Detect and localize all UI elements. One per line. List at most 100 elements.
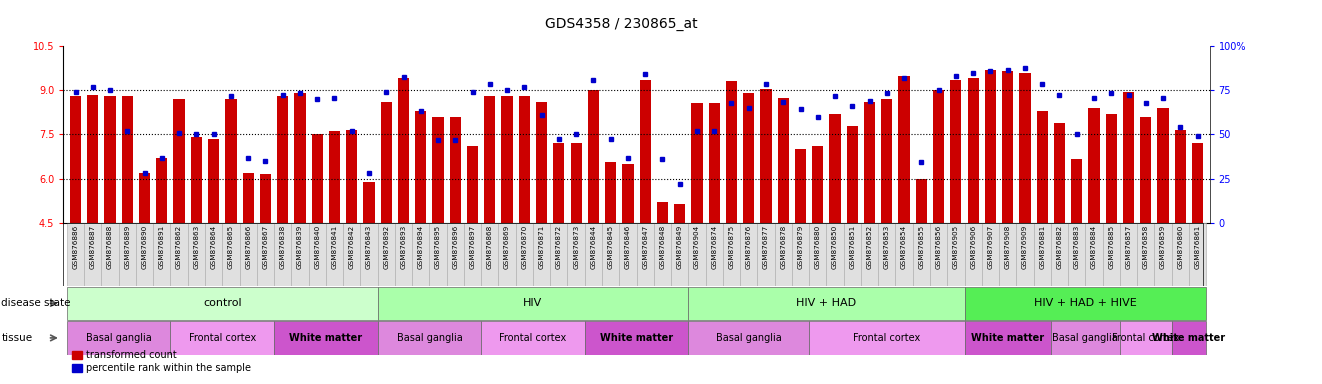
Text: GSM876868: GSM876868 xyxy=(486,225,493,269)
Bar xyxy=(412,223,430,286)
Bar xyxy=(654,223,672,286)
Bar xyxy=(550,223,567,286)
Text: GSM876895: GSM876895 xyxy=(435,225,442,269)
Bar xyxy=(948,223,965,286)
Text: GSM876874: GSM876874 xyxy=(711,225,718,269)
Text: HIV + HAD + HIVE: HIV + HAD + HIVE xyxy=(1034,298,1137,308)
Bar xyxy=(1017,223,1034,286)
Text: GSM876871: GSM876871 xyxy=(538,225,545,269)
Bar xyxy=(723,223,740,286)
Text: GSM876908: GSM876908 xyxy=(1005,225,1010,269)
Text: White matter: White matter xyxy=(972,333,1044,343)
Bar xyxy=(672,223,689,286)
Bar xyxy=(1171,321,1206,354)
Bar xyxy=(584,223,602,286)
Text: GSM876883: GSM876883 xyxy=(1073,225,1080,269)
Text: GSM876894: GSM876894 xyxy=(418,225,424,269)
Bar xyxy=(190,137,202,223)
Bar xyxy=(982,223,999,286)
Text: GSM876853: GSM876853 xyxy=(884,225,890,269)
Bar xyxy=(553,143,564,223)
Text: GSM876840: GSM876840 xyxy=(315,225,320,269)
Bar xyxy=(795,149,806,223)
Text: GSM876905: GSM876905 xyxy=(953,225,958,269)
Text: Basal ganglia: Basal ganglia xyxy=(86,333,152,343)
Text: control: control xyxy=(204,298,242,308)
Bar xyxy=(619,223,637,286)
Bar xyxy=(225,99,237,223)
Bar xyxy=(242,173,254,223)
Text: GSM876872: GSM876872 xyxy=(555,225,562,269)
Bar xyxy=(171,321,274,354)
Bar xyxy=(67,321,171,354)
Bar xyxy=(584,321,689,354)
Bar xyxy=(726,81,738,223)
Text: White matter: White matter xyxy=(290,333,362,343)
Bar xyxy=(882,99,892,223)
Bar xyxy=(1158,108,1169,223)
Bar xyxy=(1120,223,1137,286)
Bar xyxy=(1122,92,1134,223)
Text: GSM876841: GSM876841 xyxy=(332,225,337,269)
Bar xyxy=(740,223,758,286)
Bar xyxy=(205,223,222,286)
Bar xyxy=(640,80,650,223)
Text: GSM876849: GSM876849 xyxy=(677,225,682,269)
Bar xyxy=(171,223,188,286)
Bar xyxy=(395,223,412,286)
Text: GSM876878: GSM876878 xyxy=(780,225,787,269)
Text: GSM876891: GSM876891 xyxy=(159,225,165,269)
Text: GSM876906: GSM876906 xyxy=(970,225,976,269)
Bar xyxy=(912,223,929,286)
Bar xyxy=(119,223,136,286)
Bar xyxy=(965,287,1206,320)
Bar xyxy=(1054,122,1066,223)
Bar xyxy=(865,102,875,223)
Text: GSM876880: GSM876880 xyxy=(814,225,821,269)
Text: GSM876850: GSM876850 xyxy=(832,225,838,269)
Bar xyxy=(1034,223,1051,286)
Bar xyxy=(1140,117,1151,223)
Bar xyxy=(364,182,374,223)
Text: GSM876848: GSM876848 xyxy=(660,225,665,269)
Bar xyxy=(878,223,895,286)
Bar xyxy=(1051,223,1068,286)
Bar xyxy=(895,223,912,286)
Bar xyxy=(70,96,81,223)
Bar xyxy=(378,287,689,320)
Bar xyxy=(999,223,1017,286)
Bar xyxy=(602,223,619,286)
Text: GSM876854: GSM876854 xyxy=(902,225,907,269)
Bar xyxy=(533,223,550,286)
Bar xyxy=(361,223,378,286)
Text: GSM876876: GSM876876 xyxy=(746,225,752,269)
Text: GSM876881: GSM876881 xyxy=(1039,225,1046,269)
Bar xyxy=(535,102,547,223)
Bar xyxy=(312,134,323,223)
Bar xyxy=(256,223,274,286)
Bar xyxy=(812,146,824,223)
Bar xyxy=(274,321,378,354)
Bar xyxy=(484,96,496,223)
Text: GSM876875: GSM876875 xyxy=(728,225,735,269)
Text: GSM876896: GSM876896 xyxy=(452,225,459,269)
Bar xyxy=(85,223,102,286)
Text: Basal ganglia: Basal ganglia xyxy=(717,333,781,343)
Bar xyxy=(516,223,533,286)
Text: GSM876879: GSM876879 xyxy=(797,225,804,269)
Legend: transformed count, percentile rank within the sample: transformed count, percentile rank withi… xyxy=(69,346,255,377)
Text: HIV: HIV xyxy=(524,298,542,308)
Bar xyxy=(674,204,685,223)
Bar xyxy=(1192,143,1203,223)
Bar xyxy=(87,95,98,223)
Bar xyxy=(657,202,668,223)
Bar xyxy=(1188,223,1206,286)
Bar xyxy=(67,287,378,320)
Text: GSM876887: GSM876887 xyxy=(90,225,95,269)
Bar xyxy=(1068,223,1085,286)
Bar xyxy=(291,223,308,286)
Bar xyxy=(481,223,498,286)
Bar xyxy=(239,223,256,286)
Text: Frontal cortex: Frontal cortex xyxy=(853,333,920,343)
Text: GSM876890: GSM876890 xyxy=(141,225,148,269)
